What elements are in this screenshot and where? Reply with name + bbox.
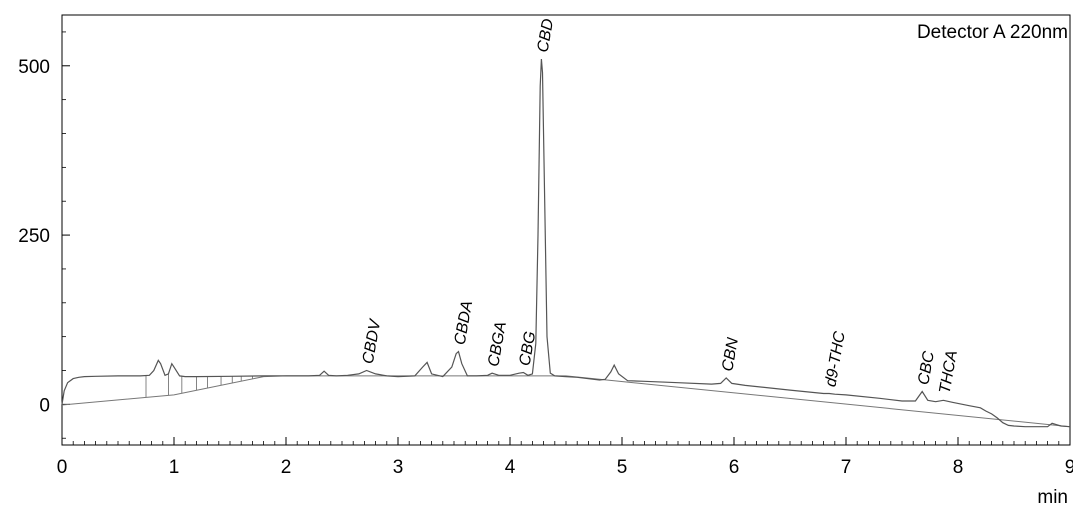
peak-label: d9-THC (822, 330, 849, 389)
x-tick-label: 1 (169, 457, 180, 478)
peak-label: THCA (937, 349, 961, 395)
peak-label: CBGA (485, 320, 510, 368)
x-tick-label: 5 (617, 457, 628, 478)
peak-label: CBD (535, 17, 558, 54)
chromatogram-trace (61, 58, 1071, 428)
x-tick-label: 3 (393, 457, 404, 478)
peak-label: CBG (517, 330, 540, 367)
x-axis-unit-label: min (1037, 487, 1068, 506)
detector-label: Detector A 220nm (917, 22, 1068, 43)
x-tick-label: 4 (505, 457, 516, 478)
y-tick-label: 250 (18, 226, 50, 247)
integration-drop-lines (145, 373, 253, 398)
x-tick-label: 0 (57, 457, 68, 478)
y-tick-label: 500 (18, 57, 50, 78)
peak-label: CBC (915, 350, 938, 387)
x-tick-label: 6 (729, 457, 740, 478)
peak-label: CBDV (360, 317, 385, 365)
y-tick-label: 0 (39, 395, 50, 416)
x-tick-label: 7 (841, 457, 852, 478)
axis-ticks: 0 1 2 3 4 5 6 7 8 9 0 250 500 (18, 31, 1073, 478)
peak-label: CBDA (452, 300, 476, 347)
peak-label: CBN (719, 336, 742, 373)
x-tick-label: 2 (281, 457, 292, 478)
x-tick-label: 9 (1065, 457, 1073, 478)
x-tick-label: 8 (953, 457, 964, 478)
